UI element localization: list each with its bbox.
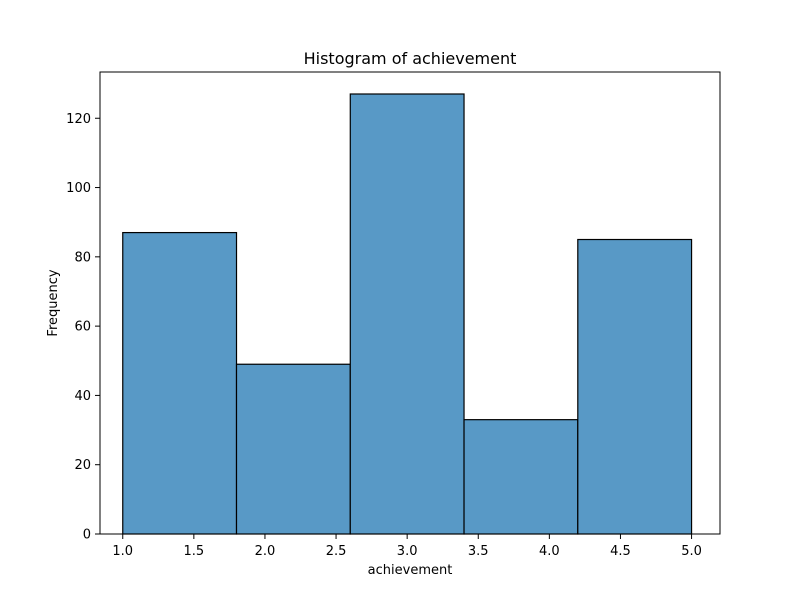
y-tick-label: 80	[74, 250, 91, 265]
x-tick-label: 3.0	[397, 544, 418, 559]
chart-title: Histogram of achievement	[304, 49, 517, 68]
x-tick-label: 4.5	[610, 544, 631, 559]
x-tick-label: 1.5	[184, 544, 205, 559]
histogram-bar-2	[235, 363, 351, 535]
x-tick-label: 4.0	[539, 544, 560, 559]
bars-group	[122, 93, 693, 535]
histogram-bar-4	[463, 419, 579, 535]
histogram-bar-3	[349, 93, 465, 535]
y-axis-label: Frequency	[46, 269, 61, 336]
x-tick-label: 5.0	[681, 544, 702, 559]
y-axis-ticks: 0 20 40 60 80 100 120	[66, 112, 100, 543]
plot-frame	[99, 71, 721, 535]
y-tick-label: 0	[83, 528, 91, 543]
y-tick-label: 60	[74, 320, 91, 335]
histogram-bar-1	[122, 231, 238, 535]
x-tick-label: 2.0	[255, 544, 276, 559]
x-tick-label: 1.0	[112, 544, 133, 559]
x-tick-label: 2.5	[326, 544, 347, 559]
x-tick-label: 3.5	[468, 544, 489, 559]
y-tick-label: 20	[74, 458, 91, 473]
x-axis-label: achievement	[368, 563, 453, 578]
y-tick-label: 120	[66, 112, 91, 127]
y-tick-label: 100	[66, 181, 91, 196]
x-axis-ticks: 1.0 1.5 2.0 2.5 3.0 3.5 4.0 4.5 5.0	[112, 534, 702, 559]
histogram-bar-5	[577, 238, 693, 535]
y-tick-label: 40	[74, 389, 91, 404]
